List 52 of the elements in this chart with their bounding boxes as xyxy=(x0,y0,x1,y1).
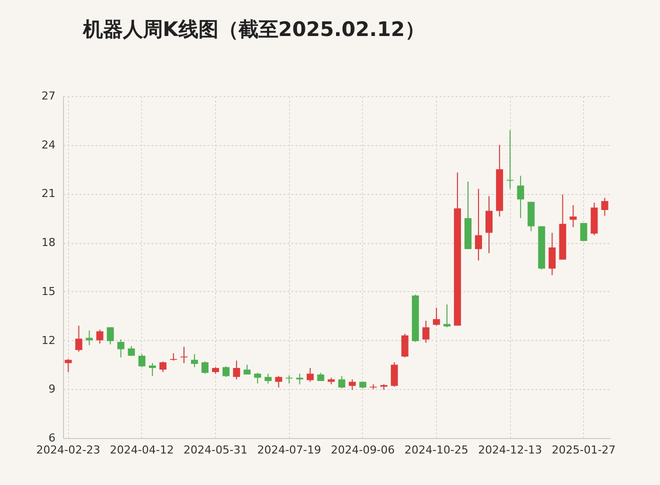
candlestick xyxy=(202,360,209,374)
candlestick xyxy=(106,326,114,345)
x-tick-label: 2024-05-31 xyxy=(184,444,248,456)
candlestick xyxy=(264,373,272,384)
candlestick xyxy=(401,333,408,358)
candlestick xyxy=(306,367,314,382)
candlestick xyxy=(517,175,524,219)
candlestick xyxy=(296,373,304,385)
candlestick xyxy=(96,329,104,344)
candlestick xyxy=(348,378,356,390)
candlestick xyxy=(390,362,398,388)
x-tick-label: 2024-07-19 xyxy=(257,444,322,456)
candlestick xyxy=(244,364,251,375)
y-tick-label: 15 xyxy=(42,284,56,298)
candlestick xyxy=(75,325,82,352)
y-tick-label: 9 xyxy=(48,382,56,396)
candlestick xyxy=(570,204,577,228)
candlestick xyxy=(117,338,124,358)
y-tick-label: 12 xyxy=(42,334,56,347)
chart-title: 机器人周K线图（截至2025.02.12） xyxy=(82,17,425,41)
candlestick xyxy=(486,196,493,254)
candlestick xyxy=(148,362,156,377)
candlestick xyxy=(338,376,346,389)
candlestick xyxy=(180,346,188,364)
candlestick xyxy=(190,354,198,368)
y-tick-label: 18 xyxy=(42,236,56,250)
x-tick-label: 2024-09-06 xyxy=(330,444,395,456)
y-tick-label: 6 xyxy=(48,432,56,444)
x-tick-label: 2024-10-25 xyxy=(404,444,468,456)
candlestick xyxy=(432,307,440,326)
candlestick xyxy=(233,360,240,380)
x-tick-label: 2024-02-23 xyxy=(36,444,100,456)
candlestick xyxy=(138,354,146,368)
x-tick-label: 2025-01-27 xyxy=(552,444,616,456)
candlestick xyxy=(64,358,72,373)
candlestick xyxy=(275,376,282,388)
candlestick xyxy=(475,188,482,261)
candlestick xyxy=(548,232,556,276)
candlestick xyxy=(128,345,135,356)
y-tick-label: 24 xyxy=(42,138,56,152)
candlestick xyxy=(159,360,166,373)
candlestick xyxy=(254,372,262,384)
y-tick-label: 21 xyxy=(42,187,56,200)
candlestick xyxy=(222,366,230,378)
candlestick xyxy=(422,320,430,344)
y-tick-label: 27 xyxy=(42,90,56,102)
candlestick xyxy=(601,197,608,216)
candlestick xyxy=(580,222,588,242)
x-tick-label: 2024-12-13 xyxy=(478,444,542,456)
candlestick xyxy=(86,330,93,346)
x-tick-label: 2024-04-12 xyxy=(110,444,174,456)
candlestick xyxy=(443,304,450,328)
